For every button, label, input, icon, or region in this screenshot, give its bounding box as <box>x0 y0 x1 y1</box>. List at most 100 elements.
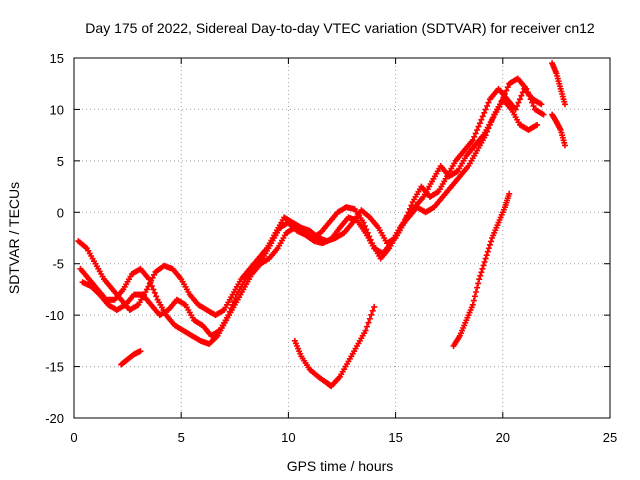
series-track-h <box>549 111 568 149</box>
grid-lines <box>74 58 610 418</box>
chart-title: Day 175 of 2022, Sidereal Day-to-day VTE… <box>85 20 595 36</box>
plus-marker <box>148 283 155 289</box>
plus-marker <box>151 289 158 296</box>
plus-marker <box>369 307 376 314</box>
plus-marker <box>470 297 477 304</box>
plus-marker <box>501 91 508 97</box>
plus-marker <box>475 280 482 287</box>
plus-marker <box>229 301 236 308</box>
plus-marker <box>486 241 493 248</box>
x-tick-label: 25 <box>603 430 617 445</box>
y-tick-label: 10 <box>50 102 64 117</box>
plus-marker <box>147 279 154 286</box>
plus-marker <box>478 116 485 123</box>
series-track-g <box>549 60 568 108</box>
plus-marker <box>515 99 522 106</box>
plus-marker <box>473 289 479 295</box>
x-tick-label: 15 <box>388 430 402 445</box>
plus-marker <box>524 89 531 96</box>
plus-marker <box>480 262 487 269</box>
plus-marker <box>514 103 521 109</box>
plus-marker <box>484 103 491 109</box>
plus-marker <box>475 123 482 130</box>
plus-marker <box>489 115 496 121</box>
plus-marker <box>485 125 492 132</box>
data-points <box>75 60 568 390</box>
series-track-a <box>75 85 545 319</box>
plus-marker <box>474 127 481 133</box>
plus-marker <box>476 276 483 283</box>
plus-marker <box>481 259 488 265</box>
y-tick-label: 0 <box>57 205 64 220</box>
plus-marker <box>362 327 369 334</box>
plus-marker <box>137 348 144 355</box>
series-track-f <box>450 190 513 349</box>
series-track-d <box>118 348 144 368</box>
plus-marker <box>469 301 476 308</box>
plus-marker <box>364 323 371 330</box>
plus-marker <box>484 128 491 135</box>
y-tick-label: 15 <box>50 51 64 66</box>
plus-marker <box>482 106 489 113</box>
plus-marker <box>368 311 375 318</box>
plus-marker <box>476 120 483 127</box>
plus-marker <box>485 99 492 106</box>
plus-marker <box>527 96 534 103</box>
plus-marker <box>530 103 537 109</box>
plus-marker <box>474 284 481 291</box>
plus-marker <box>482 132 489 139</box>
plus-marker <box>471 133 478 140</box>
plus-marker <box>481 109 488 116</box>
plus-marker <box>479 113 486 120</box>
plus-marker <box>540 111 547 118</box>
plus-marker <box>484 248 491 255</box>
plus-marker <box>529 99 536 106</box>
series-track-b <box>77 75 547 347</box>
plus-marker <box>516 96 523 103</box>
plus-marker <box>226 308 233 315</box>
plus-marker <box>479 265 486 272</box>
y-tick-label: -15 <box>45 360 64 375</box>
plus-marker <box>371 303 378 310</box>
plus-marker <box>482 255 489 262</box>
plus-marker <box>153 293 160 300</box>
x-tick-label: 5 <box>178 430 185 445</box>
plus-marker <box>478 269 485 276</box>
plus-marker <box>360 219 367 226</box>
plus-marker <box>503 87 510 94</box>
plus-marker <box>561 101 568 108</box>
plus-marker <box>150 286 157 293</box>
plus-marker <box>225 312 232 319</box>
series-track-e <box>291 303 378 390</box>
plus-marker <box>477 272 484 279</box>
plus-marker <box>232 295 239 301</box>
plus-marker <box>538 101 545 108</box>
plus-marker <box>518 92 525 99</box>
plus-marker <box>488 238 495 245</box>
plus-marker <box>485 245 492 252</box>
x-axis-ticks: 0 5 10 15 20 25 <box>70 58 617 445</box>
plus-marker <box>486 121 493 128</box>
x-tick-label: 0 <box>70 430 77 445</box>
y-tick-label: -5 <box>52 257 64 272</box>
y-tick-label: 5 <box>57 154 64 169</box>
y-tick-label: -20 <box>45 411 64 426</box>
plus-marker <box>471 293 478 300</box>
plus-marker <box>534 121 541 128</box>
plus-marker <box>469 137 476 144</box>
plus-marker <box>488 118 495 125</box>
plus-marker <box>228 305 235 312</box>
plus-marker <box>561 142 568 149</box>
plus-marker <box>472 130 479 137</box>
x-tick-label: 20 <box>496 430 510 445</box>
plus-marker <box>526 92 533 99</box>
plus-marker <box>231 298 238 305</box>
plus-marker <box>504 84 511 91</box>
plus-marker <box>506 190 513 197</box>
x-tick-label: 10 <box>281 430 295 445</box>
plus-marker <box>523 85 530 92</box>
y-tick-label: -10 <box>45 308 64 323</box>
y-axis-label: SDTVAR / TECUs <box>6 182 22 294</box>
plus-marker <box>365 319 372 326</box>
